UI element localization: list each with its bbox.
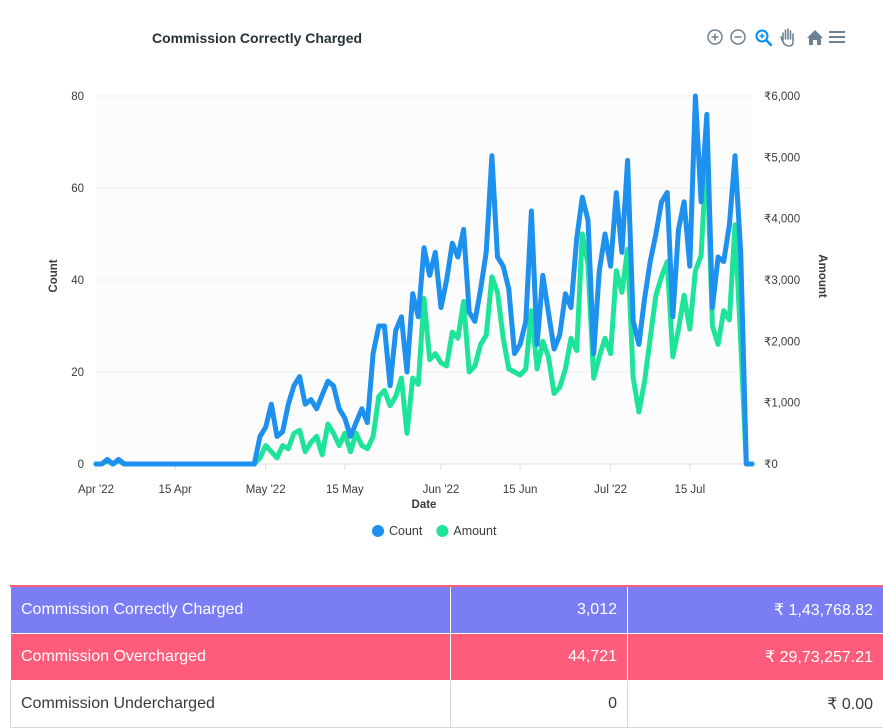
y-tick-label: 20 [71,367,84,379]
x-tick-label: 15 May [326,484,364,496]
chart-toolbar [707,28,845,47]
x-axis: Apr '22 15 Apr May '22 15 May Jun '22 15 Jun J… [78,464,705,496]
legend-label-count: Count [389,524,423,538]
summary-table: Commission Correctly Charged 3,012 ₹ 1,4… [10,585,883,728]
y-tick-label: 40 [71,275,84,287]
row-amount: ₹ 1,43,768.82 [627,585,883,634]
line-chart: Commission Correctly Charged [48,28,845,538]
x-axis-title: Date [412,499,437,511]
y2-tick-label: ₹1,000 [764,398,800,410]
zoom-in-icon[interactable] [707,29,723,45]
row-label: Commission Overcharged [10,632,451,681]
selection-zoom-icon[interactable] [755,29,773,47]
row-count: 44,721 [450,632,628,681]
y-tick-label: 80 [71,91,84,103]
y2-tick-label: ₹5,000 [764,152,800,164]
y-tick-label: 0 [78,459,84,471]
row-amount: ₹ 0.00 [627,680,883,728]
chart-gridlines [96,95,752,465]
summary-row-undercharged[interactable]: Commission Undercharged 0 ₹ 0.00 [10,680,883,728]
x-tick-label: Jun '22 [423,484,460,496]
x-tick-label: 15 Jul [674,484,705,496]
row-label: Commission Undercharged [10,680,451,728]
legend-marker-amount [436,525,449,537]
x-tick-label: 15 Jun [503,484,538,496]
legend-label-amount: Amount [453,524,497,538]
y-tick-label: 60 [71,183,84,195]
y2-axis-title: Amount [816,254,828,298]
x-tick-label: Apr '22 [78,484,114,496]
reset-home-icon[interactable] [807,30,823,45]
summary-row-overcharged[interactable]: Commission Overcharged 44,721 ₹ 29,73,25… [10,632,883,681]
y-axis-right: ₹0 ₹1,000 ₹2,000 ₹3,000 ₹4,000 ₹5,000 ₹6,000 [764,91,800,471]
row-count: 3,012 [450,585,628,634]
summary-row-correctly-charged[interactable]: Commission Correctly Charged 3,012 ₹ 1,4… [10,585,883,634]
series-line-amount [93,145,755,467]
x-tick-label: May '22 [246,484,286,496]
x-tick-label: 15 Apr [159,484,192,496]
row-amount: ₹ 29,73,257.21 [627,632,883,681]
pan-hand-icon[interactable] [780,28,794,47]
x-tick-label: Jul '22 [594,484,627,496]
menu-icon[interactable] [829,31,845,43]
zoom-out-icon[interactable] [730,29,746,45]
series-layer [93,93,755,467]
series-line-count [93,93,755,467]
y2-tick-label: ₹4,000 [764,214,800,226]
chart-title: Commission Correctly Charged [152,30,362,46]
y-axis-left: 0 20 40 60 80 [71,91,84,471]
y-axis-title: Count [48,259,60,292]
y2-tick-label: ₹0 [764,459,778,471]
row-count: 0 [450,680,628,728]
row-label: Commission Correctly Charged [10,585,451,634]
legend-marker-count [372,525,384,537]
chart-container: Commission Correctly Charged [48,28,845,538]
y2-tick-label: ₹3,000 [764,275,800,287]
y2-tick-label: ₹6,000 [764,91,800,103]
chart-legend: Count Amount [372,524,497,538]
y2-tick-label: ₹2,000 [764,336,800,348]
